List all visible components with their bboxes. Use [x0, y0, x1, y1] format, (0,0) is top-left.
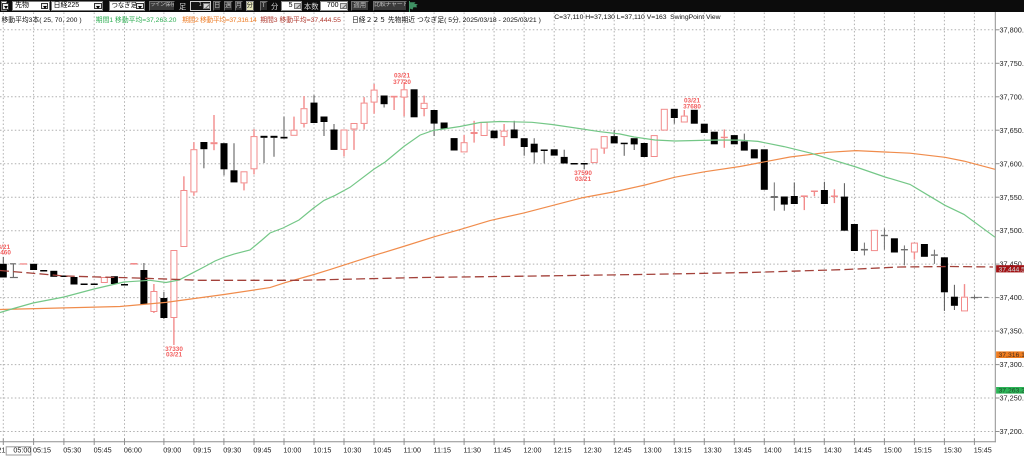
svg-text:12:30: 12:30 — [584, 445, 602, 454]
svg-text:37,444.55: 37,444.55 — [999, 266, 1024, 273]
svg-text:37720: 37720 — [393, 79, 411, 86]
svg-text:09:30: 09:30 — [223, 445, 241, 454]
svg-text:11:00: 11:00 — [404, 445, 421, 454]
svg-text:37,350.0: 37,350.0 — [1000, 327, 1024, 336]
svg-text:05:45: 05:45 — [94, 445, 112, 454]
svg-text:37,250.0: 37,250.0 — [1000, 394, 1024, 403]
svg-text:12:45: 12:45 — [614, 445, 632, 454]
svg-text:12:00: 12:00 — [524, 445, 542, 454]
svg-text:10:00: 10:00 — [283, 445, 301, 454]
svg-text:03/21: 03/21 — [166, 352, 182, 359]
svg-text:37,450.0: 37,450.0 — [1000, 260, 1024, 269]
svg-text:03/21: 03/21 — [684, 97, 700, 104]
svg-text:37460: 37460 — [0, 250, 11, 257]
svg-text:13:45: 13:45 — [734, 445, 752, 454]
svg-text:13:15: 13:15 — [674, 445, 692, 454]
svg-text:14:15: 14:15 — [794, 445, 812, 454]
svg-text:37,500.0: 37,500.0 — [1000, 226, 1024, 235]
svg-text:13:00: 13:00 — [644, 445, 662, 454]
svg-text:12:15: 12:15 — [554, 445, 572, 454]
svg-text:37,750.0: 37,750.0 — [1000, 59, 1024, 68]
svg-text:03/21: 03/21 — [0, 244, 10, 251]
svg-text:11:30: 11:30 — [464, 445, 481, 454]
svg-text:37,800.0: 37,800.0 — [1000, 25, 1024, 34]
svg-text:37,550.0: 37,550.0 — [1000, 193, 1024, 202]
svg-text:37,400.0: 37,400.0 — [1000, 293, 1024, 302]
svg-text:11:15: 11:15 — [434, 445, 451, 454]
svg-text:03/21: 03/21 — [394, 72, 410, 79]
svg-text:14:45: 14:45 — [854, 445, 872, 454]
svg-text:09:15: 09:15 — [193, 445, 211, 454]
svg-text:37,200.0: 37,200.0 — [1000, 427, 1024, 436]
svg-text:13:30: 13:30 — [704, 445, 722, 454]
svg-text:11:45: 11:45 — [494, 445, 511, 454]
svg-text:05:30: 05:30 — [63, 445, 81, 454]
svg-text:05:15: 05:15 — [33, 445, 51, 454]
svg-text:21: 21 — [0, 445, 6, 454]
svg-text:15:15: 15:15 — [914, 445, 932, 454]
svg-text:09:00: 09:00 — [163, 445, 181, 454]
svg-text:37,700.0: 37,700.0 — [1000, 92, 1024, 101]
svg-text:37,650.0: 37,650.0 — [1000, 126, 1024, 135]
svg-text:37330: 37330 — [165, 346, 183, 353]
svg-text:37,316.14: 37,316.14 — [999, 352, 1024, 359]
svg-text:05:00: 05:00 — [13, 445, 31, 454]
svg-text:37680: 37680 — [683, 104, 701, 111]
svg-text:10:30: 10:30 — [343, 445, 361, 454]
svg-text:10:45: 10:45 — [373, 445, 391, 454]
svg-text:37,600.0: 37,600.0 — [1000, 159, 1024, 168]
svg-text:15:30: 15:30 — [944, 445, 962, 454]
svg-text:10:15: 10:15 — [313, 445, 331, 454]
svg-text:15:45: 15:45 — [974, 445, 992, 454]
svg-text:14:30: 14:30 — [824, 445, 842, 454]
svg-text:06:00: 06:00 — [124, 445, 142, 454]
svg-text:37590: 37590 — [574, 170, 592, 177]
svg-text:14:00: 14:00 — [764, 445, 782, 454]
svg-text:37,263.20: 37,263.20 — [999, 388, 1024, 395]
svg-text:03/21: 03/21 — [575, 176, 591, 183]
svg-text:37,300.0: 37,300.0 — [1000, 360, 1024, 369]
svg-text:09:45: 09:45 — [253, 445, 271, 454]
svg-text:15:00: 15:00 — [884, 445, 902, 454]
